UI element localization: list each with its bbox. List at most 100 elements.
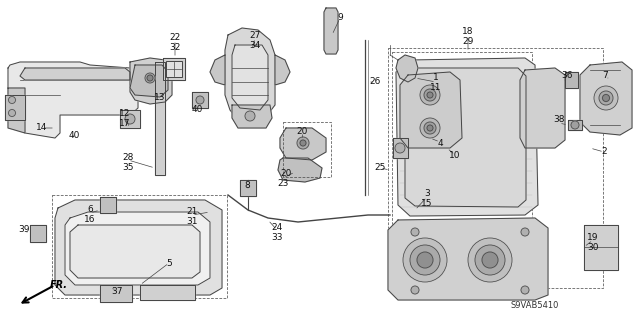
Text: 35: 35 [122, 164, 134, 173]
Text: 6: 6 [87, 205, 93, 214]
Text: 4: 4 [437, 138, 443, 147]
Polygon shape [70, 225, 200, 278]
Text: 25: 25 [374, 164, 386, 173]
Polygon shape [568, 120, 582, 130]
Text: 27: 27 [250, 31, 260, 40]
Circle shape [411, 286, 419, 294]
Polygon shape [396, 58, 538, 216]
Polygon shape [388, 218, 548, 300]
Text: 40: 40 [68, 131, 80, 140]
Circle shape [147, 75, 153, 81]
Polygon shape [140, 285, 195, 300]
Text: 13: 13 [154, 93, 166, 102]
Text: 15: 15 [421, 199, 433, 209]
Circle shape [8, 109, 15, 116]
Polygon shape [120, 110, 140, 128]
Polygon shape [155, 62, 165, 175]
Circle shape [475, 245, 505, 275]
Circle shape [145, 73, 155, 83]
Text: 24: 24 [271, 224, 283, 233]
Circle shape [420, 85, 440, 105]
Text: 38: 38 [553, 115, 564, 124]
Polygon shape [396, 55, 418, 82]
Text: 17: 17 [119, 120, 131, 129]
Polygon shape [163, 58, 185, 80]
Polygon shape [240, 180, 256, 196]
Text: 30: 30 [588, 243, 599, 253]
Circle shape [395, 143, 405, 153]
Text: 29: 29 [462, 38, 474, 47]
Text: 23: 23 [277, 180, 289, 189]
Text: 26: 26 [369, 78, 381, 86]
Bar [166, 61, 182, 77]
Polygon shape [324, 8, 338, 54]
Circle shape [482, 252, 498, 268]
Text: 40: 40 [191, 106, 203, 115]
Polygon shape [280, 128, 326, 160]
Polygon shape [275, 55, 290, 85]
Polygon shape [30, 225, 46, 242]
Text: 20: 20 [280, 169, 292, 179]
Circle shape [245, 111, 255, 121]
Text: 1: 1 [433, 73, 439, 83]
Circle shape [424, 122, 436, 134]
Circle shape [417, 252, 433, 268]
Text: 21: 21 [186, 207, 198, 217]
Text: 28: 28 [122, 153, 134, 162]
Circle shape [427, 125, 433, 131]
Circle shape [468, 238, 512, 282]
Polygon shape [400, 72, 462, 148]
Circle shape [300, 140, 306, 146]
Polygon shape [130, 58, 172, 104]
Circle shape [297, 137, 309, 149]
Text: 12: 12 [119, 109, 131, 118]
Text: 22: 22 [170, 33, 180, 42]
Bar [392, 52, 532, 242]
Polygon shape [100, 285, 132, 302]
Circle shape [8, 97, 15, 103]
Polygon shape [5, 95, 25, 120]
Polygon shape [393, 138, 408, 158]
Text: 11: 11 [430, 84, 442, 93]
Circle shape [599, 91, 613, 105]
Circle shape [427, 92, 433, 98]
Circle shape [424, 89, 436, 101]
Polygon shape [130, 65, 168, 97]
Text: 5: 5 [166, 258, 172, 268]
Text: 37: 37 [111, 286, 123, 295]
Polygon shape [100, 197, 116, 213]
Circle shape [521, 228, 529, 236]
Text: 32: 32 [170, 43, 180, 53]
Polygon shape [65, 212, 210, 285]
Text: 14: 14 [36, 122, 48, 131]
Text: 2: 2 [601, 147, 607, 157]
Polygon shape [405, 68, 526, 207]
Polygon shape [8, 62, 138, 138]
Polygon shape [520, 68, 565, 148]
Circle shape [196, 96, 204, 104]
Text: 18: 18 [462, 27, 474, 36]
Text: 33: 33 [271, 234, 283, 242]
Text: 7: 7 [602, 70, 608, 79]
Text: 3: 3 [424, 189, 430, 198]
Polygon shape [565, 72, 578, 88]
Polygon shape [580, 62, 632, 135]
Polygon shape [192, 92, 208, 108]
Text: 8: 8 [244, 181, 250, 189]
Text: S9VAB5410: S9VAB5410 [511, 300, 559, 309]
Circle shape [125, 114, 135, 124]
Polygon shape [232, 45, 268, 110]
Circle shape [411, 228, 419, 236]
Text: 9: 9 [337, 13, 343, 23]
Bar [388, 48, 603, 288]
Polygon shape [8, 88, 25, 133]
Circle shape [410, 245, 440, 275]
Text: 34: 34 [250, 41, 260, 49]
Bar [52, 195, 227, 298]
Polygon shape [584, 225, 618, 270]
Text: 16: 16 [84, 216, 96, 225]
Circle shape [403, 238, 447, 282]
Text: 31: 31 [186, 218, 198, 226]
Text: FR.: FR. [50, 280, 68, 290]
Circle shape [521, 286, 529, 294]
